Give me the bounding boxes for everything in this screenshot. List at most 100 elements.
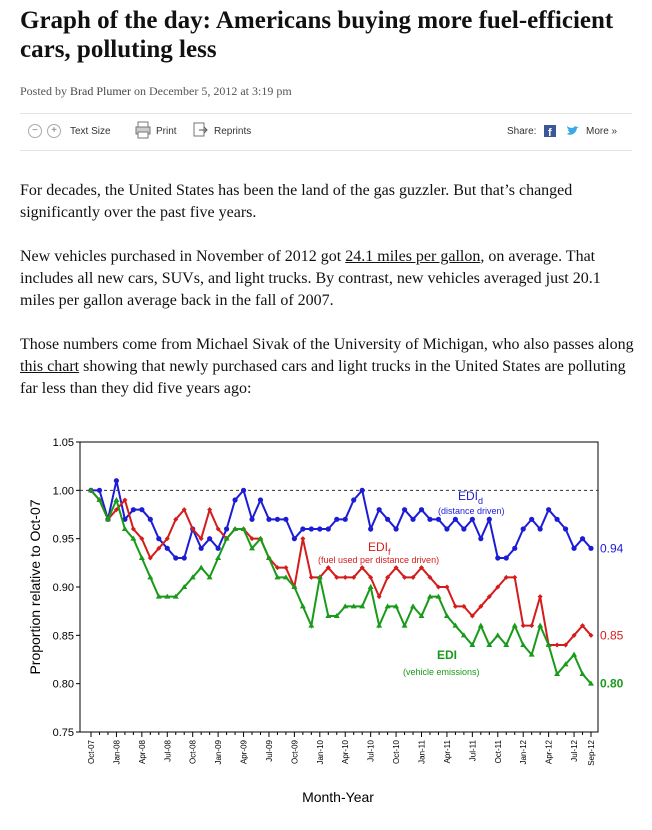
reprints-icon[interactable] [193,122,209,138]
data-point [452,622,459,628]
data-point [359,487,365,493]
reprints-link[interactable]: Reprints [214,126,252,137]
data-point [215,526,221,532]
data-point [249,545,256,551]
data-point [435,593,442,599]
data-point [529,516,535,522]
data-point [478,603,484,609]
data-point [562,661,569,667]
data-point [351,574,357,580]
data-point [189,574,196,580]
data-point [308,574,314,580]
data-point [198,536,204,542]
print-link[interactable]: Print [156,126,177,137]
data-point [359,603,366,609]
paragraph-text: Those numbers come from Michael Sivak of… [20,336,634,353]
data-point [469,642,476,647]
paragraph-text: showing that newly purchased cars and li… [20,358,626,397]
data-point [240,526,247,531]
text-smaller[interactable]: − [28,124,42,138]
data-point [113,497,120,502]
x-axis-title: Month-Year [302,789,374,805]
data-point [206,574,213,580]
print-icon[interactable] [135,121,151,139]
data-point [316,574,323,580]
data-point [520,526,526,532]
y-axis-title: Proportion relative to Oct-07 [27,499,43,674]
data-point [232,497,238,503]
end-label: 0.85 [600,628,624,642]
data-point [426,593,433,599]
data-point [249,536,255,542]
data-point [384,603,391,609]
link[interactable]: 24.1 miles per gallon [345,248,481,265]
x-tick-label: Jul-10 [367,739,376,761]
data-point [96,487,103,493]
paragraph: New vehicles purchased in November of 20… [20,246,634,312]
paragraph-text: New vehicles purchased in November of 20… [20,248,346,265]
data-point [359,565,365,571]
data-point [444,584,450,590]
data-point [190,526,196,532]
x-tick-label: Jan-11 [418,739,427,763]
data-point [486,594,492,600]
data-point [461,603,467,609]
more-share[interactable]: More » [586,126,618,137]
data-point [164,536,170,542]
data-point [334,516,340,522]
link[interactable]: this chart [20,358,80,375]
text-size-label: Text Size [70,126,111,137]
data-point [376,507,382,513]
data-point [452,516,459,522]
data-point [198,564,205,570]
x-tick-label: Apr-12 [545,739,554,764]
paragraph: For decades, the United States has been … [20,182,573,221]
data-point [240,487,247,493]
y-tick-label: 0.85 [53,630,74,642]
data-point [385,574,391,580]
data-point [554,642,560,648]
data-point [410,574,416,580]
data-point [520,642,527,647]
text-larger[interactable]: + [47,124,61,138]
data-point [588,680,594,686]
data-point [333,613,340,618]
data-point [452,603,458,609]
data-point [435,584,441,590]
data-point [274,565,280,571]
data-point [342,603,349,609]
data-point [376,594,382,600]
data-point [223,526,230,532]
twitter-icon[interactable] [566,125,580,137]
x-tick-label: Jan-08 [112,739,121,764]
facebook-icon[interactable]: f [544,125,556,137]
byline-time: 3:19 pm [251,84,292,98]
data-point [503,642,510,647]
data-point [283,565,289,571]
data-point [207,536,213,542]
plot-frame [79,441,599,733]
data-point [367,584,374,589]
author-link[interactable]: Brad Plumer [70,84,132,98]
x-tick-label: Jul-11 [468,739,477,761]
data-point [130,526,136,532]
data-point [419,565,425,571]
data-point [223,535,230,541]
data-point [495,555,501,561]
data-point [308,526,314,532]
x-tick-label: Jul-08 [163,739,172,761]
data-point [122,497,128,503]
legend-name-text: EDI [368,540,388,554]
end-label: 0.80 [600,677,624,691]
x-tick-label: Jan-12 [519,739,528,764]
data-point [545,642,552,647]
data-point [401,507,408,513]
data-point [503,574,509,580]
series-line [90,489,592,646]
x-tick-label: Jan-09 [214,739,223,764]
data-point [266,516,272,522]
legend-name: EDId [458,489,483,506]
data-point [96,497,103,502]
data-point [104,516,111,522]
